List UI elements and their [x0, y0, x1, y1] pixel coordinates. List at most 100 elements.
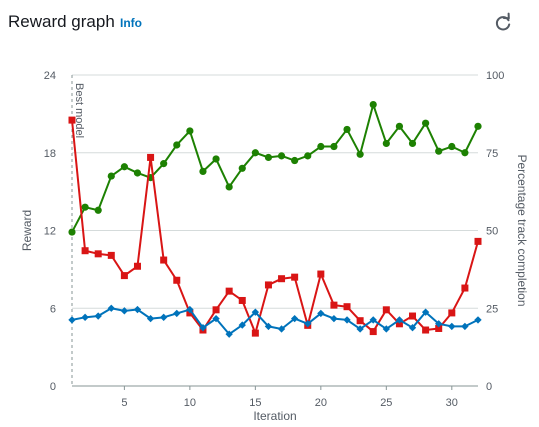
- data-point: [408, 324, 417, 332]
- series-line: [71, 119, 479, 335]
- y-right-tick-label: 25: [486, 303, 498, 315]
- data-point: [251, 329, 259, 337]
- data-point: [107, 172, 115, 180]
- data-point: [81, 247, 89, 255]
- data-point: [290, 314, 299, 323]
- data-point: [160, 256, 168, 264]
- data-point: [369, 328, 377, 336]
- data-point: [238, 164, 246, 172]
- panel-header: Reward graph Info: [0, 0, 539, 48]
- data-point: [291, 273, 299, 281]
- data-point: [448, 142, 456, 151]
- data-point: [474, 237, 482, 245]
- data-point: [225, 287, 233, 295]
- series: [68, 100, 482, 338]
- grid-lines: [72, 74, 478, 387]
- data-point: [199, 324, 207, 332]
- data-point: [173, 276, 181, 284]
- data-point: [291, 156, 299, 165]
- data-point: [369, 316, 377, 324]
- data-point: [382, 139, 390, 148]
- data-point: [133, 169, 142, 177]
- data-point: [435, 324, 443, 332]
- data-point: [251, 149, 259, 157]
- data-point: [147, 153, 155, 161]
- data-point: [317, 142, 325, 151]
- data-point: [277, 152, 286, 160]
- refresh-button[interactable]: [492, 12, 514, 34]
- data-point: [395, 122, 404, 130]
- data-point: [448, 322, 456, 331]
- data-point: [304, 320, 312, 328]
- data-point: [356, 325, 364, 333]
- x-tick-label: 15: [249, 397, 261, 409]
- y-left-tick-label: 24: [44, 70, 56, 82]
- data-point: [435, 320, 443, 328]
- data-point: [133, 262, 141, 270]
- data-point: [435, 147, 443, 155]
- y-right-tick-label: 75: [486, 148, 498, 160]
- data-point: [461, 284, 469, 292]
- data-point: [225, 183, 233, 191]
- data-point: [68, 228, 76, 236]
- best-model-annotation: Best model: [73, 83, 85, 138]
- data-point: [356, 317, 364, 325]
- x-tick-label: 25: [380, 397, 392, 409]
- data-point: [343, 125, 351, 134]
- data-point: [146, 314, 155, 323]
- x-tick-label: 20: [315, 397, 327, 409]
- data-point: [186, 127, 194, 135]
- data-point: [186, 305, 194, 314]
- data-point: [94, 206, 102, 214]
- data-point: [81, 313, 89, 321]
- data-point: [278, 275, 286, 283]
- y-left-tick-label: 12: [44, 226, 56, 238]
- data-point: [173, 309, 181, 318]
- series-line: [71, 307, 479, 336]
- data-point: [448, 309, 456, 317]
- data-point: [474, 316, 482, 324]
- data-point: [160, 313, 168, 321]
- data-point: [173, 141, 181, 149]
- data-point: [369, 100, 377, 109]
- data-point: [317, 309, 325, 318]
- data-point: [382, 325, 390, 333]
- y-left-tick-label: 18: [44, 148, 56, 160]
- axes: 0 6 12 18 24 0 25 50 75 100 5 10 15 20 25 30: [44, 70, 505, 409]
- data-point: [382, 306, 390, 314]
- data-point: [94, 250, 102, 258]
- y-axis-right-title: Percentage track completion: [515, 154, 529, 306]
- data-point: [94, 312, 102, 320]
- y-left-tick-label: 6: [50, 303, 56, 315]
- data-point: [330, 142, 338, 151]
- data-point: [330, 314, 338, 323]
- data-point: [330, 301, 338, 309]
- data-point: [107, 251, 115, 259]
- y-right-tick-label: 100: [486, 70, 504, 82]
- data-point: [461, 322, 469, 331]
- data-point: [304, 152, 312, 160]
- data-point: [225, 330, 233, 338]
- data-point: [395, 320, 403, 328]
- data-point: [120, 163, 128, 171]
- x-tick-label: 5: [121, 397, 127, 409]
- data-point: [238, 296, 246, 304]
- data-point: [120, 272, 128, 280]
- x-tick-label: 30: [446, 397, 458, 409]
- y-left-tick-label: 0: [50, 381, 56, 393]
- data-point: [212, 314, 220, 323]
- data-point: [212, 306, 220, 314]
- data-point: [421, 308, 430, 316]
- data-point: [133, 305, 142, 314]
- data-point: [343, 316, 351, 324]
- y-axis-left-title: Reward: [20, 210, 34, 251]
- data-point: [68, 316, 76, 324]
- data-point: [238, 321, 246, 329]
- data-point: [264, 322, 273, 331]
- data-point: [356, 150, 364, 158]
- data-point: [264, 281, 272, 289]
- y-right-tick-label: 50: [486, 226, 498, 238]
- data-point: [422, 119, 430, 127]
- info-link[interactable]: Info: [120, 16, 142, 30]
- data-point: [409, 312, 417, 320]
